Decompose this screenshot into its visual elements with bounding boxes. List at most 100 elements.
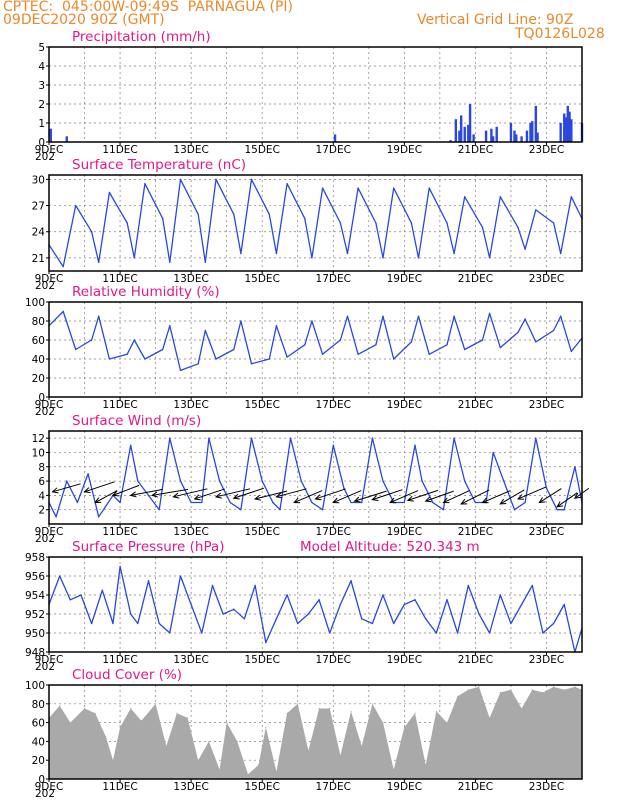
cloud-cover-point: [552, 686, 555, 688]
pressure-point: [350, 580, 352, 582]
wind-point: [229, 501, 231, 504]
humidity-x-tick-label: 17DEC: [316, 399, 351, 411]
humidity-point: [375, 344, 377, 346]
cloud-cover-point: [318, 707, 320, 710]
temperature-point: [346, 252, 349, 255]
temperature-point: [304, 217, 306, 220]
header-run-code: TQ0126L028: [515, 26, 605, 42]
temperature-point: [375, 222, 377, 224]
temperature-point: [339, 222, 342, 224]
temperature-point: [286, 183, 288, 185]
temperature-point: [570, 196, 573, 198]
humidity-point: [144, 358, 146, 360]
wind-point: [55, 516, 57, 518]
temperature-point: [275, 252, 278, 255]
precipitation-bar: [495, 126, 498, 142]
wind-point: [98, 516, 100, 518]
pressure-point: [265, 641, 267, 644]
temperature-point: [417, 257, 420, 259]
pressure-point: [424, 618, 427, 620]
wind-point: [240, 508, 242, 511]
wind-arrow-head: [94, 497, 102, 504]
cloud-cover-area: [49, 686, 582, 779]
precipitation-y-tick-label: 3: [38, 80, 45, 92]
temperature-point: [321, 187, 324, 189]
humidity-point: [169, 325, 171, 327]
cloud-cover-point: [176, 712, 178, 714]
cloud-cover-point: [119, 726, 121, 728]
wind-arrow-shaft: [315, 488, 346, 500]
wind-direction-arrow: [83, 481, 115, 494]
cloud-cover-point: [69, 722, 71, 724]
wind-arrow-shaft: [173, 488, 208, 498]
pressure-point: [456, 632, 459, 634]
wind-direction-arrow: [193, 488, 225, 501]
humidity-point: [464, 348, 466, 351]
humidity-point: [215, 358, 217, 360]
precipitation-bar: [490, 128, 493, 142]
precipitation-year-fragment: 202: [35, 151, 55, 163]
wind-point: [432, 501, 434, 504]
cloud-cover-x-tick-label: 19DEC: [387, 781, 422, 793]
pressure-point: [446, 599, 448, 601]
pressure-y-tick-label: 958: [25, 552, 45, 564]
pressure-point: [339, 603, 342, 606]
pressure-point: [58, 575, 61, 577]
pressure-point: [275, 618, 278, 620]
wind-arrow-head: [556, 501, 564, 508]
wind-arrow-shaft: [425, 490, 454, 502]
wind-series-line: [48, 437, 583, 518]
pressure-y-tick-label: 948: [25, 647, 45, 659]
cloud-cover-point: [59, 705, 61, 707]
wind-title: Surface Wind (m/s): [72, 413, 201, 429]
cloud-cover-x-tick-label: 21DEC: [458, 781, 493, 793]
pressure-point: [69, 599, 72, 601]
cloud-cover-point: [457, 695, 459, 697]
pressure-panel: 948 950 952 954 956 958 9DEC 11DEC 13DEC 15DEC 17D…: [25, 539, 583, 673]
humidity-point: [250, 363, 253, 365]
pressure-point: [499, 594, 501, 596]
wind-arrow-shaft: [130, 488, 163, 496]
cloud-cover-point: [435, 710, 437, 712]
wind-direction-arrow: [275, 488, 307, 499]
humidity-x-tick-label: 15DEC: [244, 399, 279, 411]
precipitation-x-tick-label: 11DEC: [102, 144, 137, 156]
wind-arrow-head: [293, 497, 301, 504]
wind-direction-arrow: [314, 488, 346, 501]
temperature-point: [240, 252, 242, 255]
pressure-point: [392, 622, 395, 625]
temperature-point: [250, 178, 253, 181]
wind-panel: 2 4 6 8 10 12 9DEC 11DEC 13DEC 15DEC 17DEC 19DEC 21D…: [32, 413, 583, 545]
pressure-x-tick-label: 11DEC: [102, 654, 137, 666]
temperature-point: [133, 257, 135, 259]
pressure-point: [158, 622, 160, 625]
wind-direction-arrow: [214, 488, 251, 499]
pressure-point: [382, 594, 384, 596]
cloud-cover-point: [425, 764, 427, 766]
wind-x-tick-label: 9DEC: [35, 526, 64, 538]
humidity-point: [428, 353, 430, 355]
humidity-point: [74, 348, 77, 351]
humidity-point: [535, 341, 537, 343]
cloud-cover-point: [297, 703, 299, 705]
humidity-point: [179, 369, 182, 372]
wind-direction-arrow: [460, 489, 490, 505]
cloud-cover-year-fragment: 202: [35, 788, 55, 800]
precipitation-bar: [525, 130, 529, 142]
humidity-point: [417, 315, 420, 317]
wind-arrow-shaft: [84, 481, 115, 493]
wind-direction-arrow: [371, 489, 403, 501]
wind-arrow-head: [275, 492, 283, 499]
pressure-y-tick-label: 954: [25, 590, 45, 602]
precipitation-title: Precipitation (mm/h): [72, 29, 211, 45]
wind-arrow-shaft: [354, 490, 387, 502]
pressure-point: [130, 613, 132, 615]
pressure-series-line: [48, 565, 583, 653]
wind-direction-arrow: [111, 484, 140, 497]
pressure-y-tick-label: 956: [25, 571, 45, 583]
wind-arrow-head: [481, 497, 489, 504]
wind-point: [76, 501, 79, 504]
humidity-point: [339, 339, 342, 341]
cloud-cover-point: [329, 707, 331, 710]
pressure-point: [318, 599, 320, 601]
